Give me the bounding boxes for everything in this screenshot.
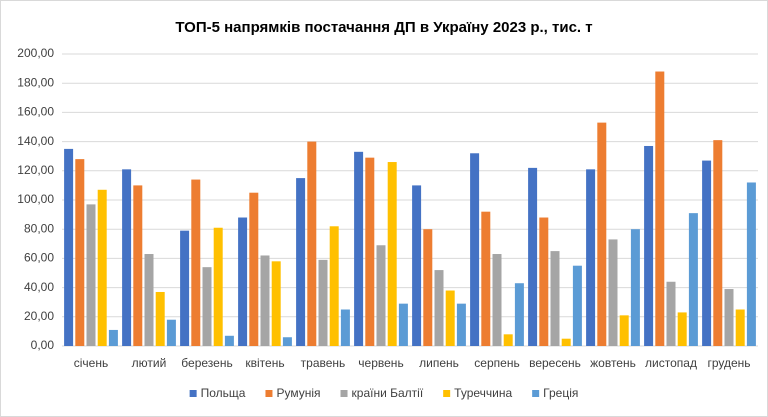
bar bbox=[376, 245, 386, 346]
legend-swatch bbox=[189, 390, 197, 397]
bar bbox=[412, 185, 422, 346]
bar bbox=[746, 182, 756, 346]
bar bbox=[166, 319, 176, 346]
bar bbox=[470, 153, 480, 346]
bar bbox=[86, 204, 96, 346]
bar bbox=[144, 254, 154, 346]
bar bbox=[456, 303, 466, 346]
bar bbox=[122, 169, 132, 346]
x-tick-label: червень bbox=[358, 356, 403, 370]
bar bbox=[481, 211, 491, 346]
x-tick-label: вересень bbox=[529, 356, 581, 370]
x-tick-label: липень bbox=[419, 356, 459, 370]
legend-swatch bbox=[340, 390, 348, 397]
bar bbox=[191, 179, 201, 346]
bar bbox=[586, 169, 596, 346]
bar bbox=[503, 334, 513, 346]
bar bbox=[655, 71, 665, 347]
bar bbox=[97, 189, 107, 346]
legend-label: Румунія bbox=[276, 386, 320, 400]
bar bbox=[365, 157, 375, 346]
bar bbox=[445, 290, 455, 346]
bar bbox=[64, 148, 74, 346]
y-tick-label: 80,00 bbox=[24, 221, 54, 235]
x-tick-label: березень bbox=[181, 356, 232, 370]
bar bbox=[282, 337, 292, 346]
chart-title: ТОП-5 напрямків постачання ДП в Україну … bbox=[175, 19, 592, 36]
bar bbox=[677, 312, 687, 346]
bar bbox=[398, 303, 408, 346]
bar bbox=[597, 122, 607, 347]
bar bbox=[434, 270, 444, 346]
y-tick-label: 120,00 bbox=[17, 163, 54, 177]
bar bbox=[702, 160, 712, 346]
bar bbox=[688, 213, 698, 346]
x-tick-label: травень bbox=[301, 356, 346, 370]
bar bbox=[619, 315, 629, 346]
bar bbox=[108, 329, 118, 346]
y-tick-label: 140,00 bbox=[17, 134, 54, 148]
bar bbox=[318, 259, 328, 346]
bar bbox=[724, 289, 734, 346]
bar bbox=[713, 140, 723, 346]
legend-label: Туреччина bbox=[454, 386, 512, 400]
legend-label: Греція bbox=[543, 386, 578, 400]
bar bbox=[528, 167, 538, 346]
bar bbox=[260, 255, 270, 346]
legend-swatch bbox=[443, 390, 451, 397]
bar bbox=[423, 229, 433, 346]
bar bbox=[608, 239, 618, 346]
x-tick-label: лютий bbox=[132, 356, 167, 370]
legend-swatch bbox=[532, 390, 540, 397]
bar bbox=[213, 227, 223, 346]
bar bbox=[155, 291, 165, 346]
y-tick-label: 60,00 bbox=[24, 251, 54, 265]
y-tick-label: 20,00 bbox=[24, 309, 54, 323]
bar bbox=[296, 178, 306, 346]
bar bbox=[630, 229, 640, 346]
bar bbox=[644, 145, 654, 346]
bar bbox=[307, 141, 317, 346]
legend-label: Польща bbox=[201, 386, 246, 400]
legend-label: країни Балтії bbox=[352, 386, 424, 400]
bar bbox=[550, 251, 560, 346]
y-tick-label: 40,00 bbox=[24, 280, 54, 294]
bar bbox=[180, 230, 190, 346]
bar bbox=[735, 309, 745, 346]
x-tick-label: серпень bbox=[474, 356, 519, 370]
bar bbox=[666, 281, 676, 346]
bar bbox=[133, 185, 143, 346]
bar bbox=[271, 261, 281, 346]
bar bbox=[354, 151, 364, 346]
x-tick-label: грудень bbox=[707, 356, 750, 370]
x-tick-label: листопад bbox=[645, 356, 697, 370]
bar bbox=[561, 338, 571, 346]
bar bbox=[514, 283, 524, 346]
y-tick-label: 0,00 bbox=[31, 338, 55, 352]
bar bbox=[249, 192, 259, 346]
bar bbox=[202, 267, 212, 346]
x-tick-label: квітень bbox=[245, 356, 284, 370]
y-tick-label: 180,00 bbox=[17, 75, 54, 89]
bar bbox=[387, 162, 397, 346]
bar bbox=[340, 309, 350, 346]
y-tick-label: 200,00 bbox=[17, 46, 54, 60]
bar bbox=[75, 159, 85, 346]
y-tick-label: 100,00 bbox=[17, 192, 54, 206]
bar bbox=[224, 335, 234, 346]
bar bbox=[329, 226, 339, 346]
x-tick-label: жовтень bbox=[590, 356, 636, 370]
bar bbox=[572, 265, 582, 346]
bar bbox=[539, 217, 549, 346]
y-tick-label: 160,00 bbox=[17, 105, 54, 119]
bar bbox=[492, 254, 502, 346]
bar bbox=[238, 217, 248, 346]
x-tick-label: січень bbox=[74, 356, 108, 370]
legend-swatch bbox=[265, 390, 273, 397]
